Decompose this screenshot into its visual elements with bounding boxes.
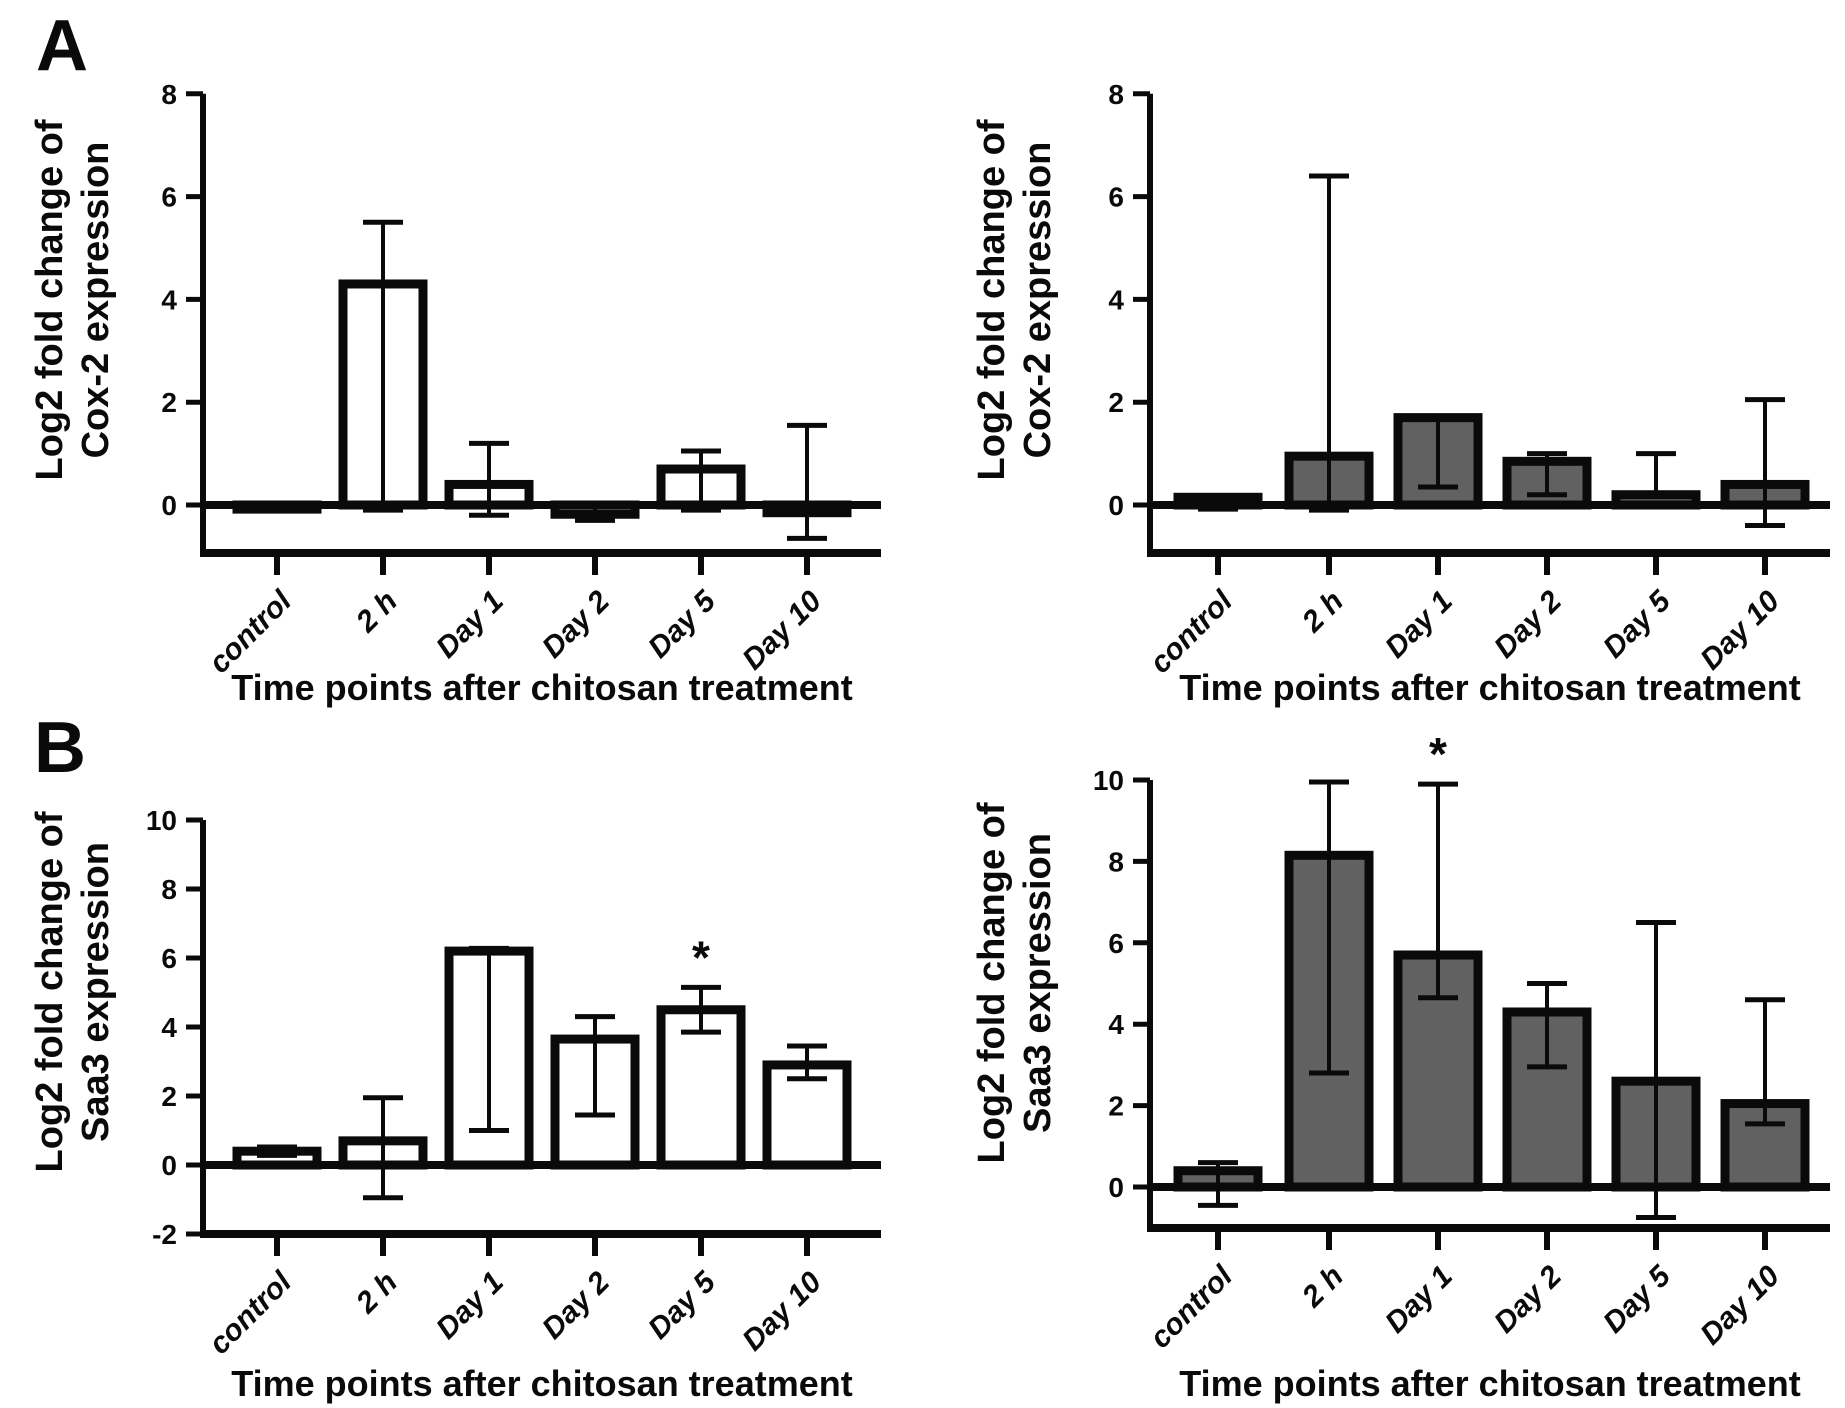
y-tick-label: 0 — [161, 1150, 177, 1181]
y-tick-label: 8 — [161, 79, 177, 110]
y-tick-label: -2 — [152, 1219, 177, 1250]
y-axis-title: Log2 fold change of Saa3 expression — [29, 811, 117, 1172]
y-axis-title-line2: Saa3 expression — [1017, 833, 1059, 1133]
y-tick-label: 4 — [161, 1012, 177, 1043]
y-tick-label: 8 — [1108, 79, 1124, 110]
x-tick-label-day-1: Day 1 — [1379, 1260, 1459, 1340]
x-axis-title: Time points after chitosan treatment — [231, 1363, 852, 1404]
y-tick-label: 4 — [161, 284, 177, 315]
panel-label-a: A — [36, 6, 88, 86]
y-axis-title-line2: Cox-2 expression — [75, 142, 117, 459]
y-axis-title-line2: Cox-2 expression — [1017, 142, 1059, 459]
y-axis-title: Log2 fold change of Cox-2 expression — [29, 119, 117, 480]
y-axis-title-line2: Saa3 expression — [75, 842, 117, 1142]
y-tick-label: 6 — [1108, 182, 1124, 213]
x-tick-label-2-h: 2 h — [1295, 1260, 1350, 1315]
y-tick-label: 4 — [1108, 1009, 1124, 1040]
x-axis-title: Time points after chitosan treatment — [1179, 1363, 1800, 1404]
y-tick-label: 0 — [1108, 490, 1124, 521]
y-tick-label: 6 — [161, 943, 177, 974]
y-tick-label: 2 — [161, 387, 177, 418]
y-tick-label: 2 — [161, 1081, 177, 1112]
y-tick-label: 0 — [161, 490, 177, 521]
x-axis-title: Time points after chitosan treatment — [1179, 667, 1800, 708]
significance-star: * — [692, 931, 710, 983]
y-tick-label: 8 — [1108, 846, 1124, 877]
y-tick-label: 6 — [1108, 928, 1124, 959]
y-tick-label: 6 — [161, 182, 177, 213]
x-tick-label-control: control — [1144, 1259, 1240, 1355]
y-tick-label: 0 — [1108, 1172, 1124, 1203]
x-tick-label-day-5: Day 5 — [1597, 1259, 1678, 1340]
y-axis-title: Log2 fold change of Saa3 expression — [971, 802, 1059, 1163]
y-axis-title-line1: Log2 fold change of — [29, 811, 71, 1172]
x-tick-label-day-2: Day 2 — [1488, 1259, 1568, 1339]
y-axis-title-line1: Log2 fold change of — [971, 119, 1013, 480]
y-tick-label: 2 — [1108, 387, 1124, 418]
y-tick-label: 10 — [1093, 765, 1124, 796]
y-tick-label: 2 — [1108, 1091, 1124, 1122]
y-axis-title: Log2 fold change of Cox-2 expression — [971, 119, 1059, 480]
y-axis-title-line1: Log2 fold change of — [971, 802, 1013, 1163]
y-tick-label: 4 — [1108, 284, 1124, 315]
significance-star: * — [1429, 728, 1447, 780]
y-tick-label: 10 — [146, 805, 177, 836]
y-tick-label: 8 — [161, 874, 177, 905]
x-axis-title: Time points after chitosan treatment — [231, 667, 852, 708]
y-axis-title-line1: Log2 fold change of — [29, 119, 71, 480]
panel-label-b: B — [34, 708, 86, 788]
x-tick-label-day-10: Day 10 — [1694, 1259, 1786, 1351]
